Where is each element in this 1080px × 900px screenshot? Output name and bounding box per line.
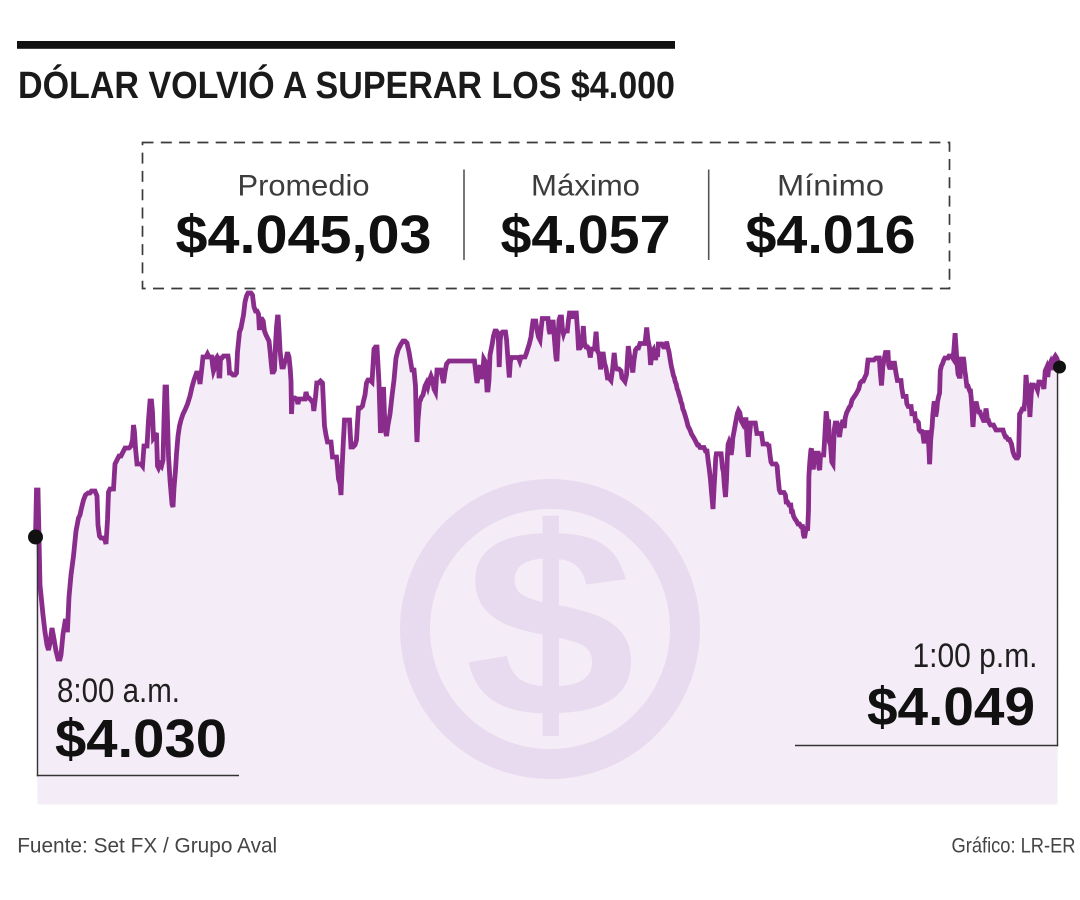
svg-text:Promedio: Promedio (238, 170, 370, 203)
svg-text:$: $ (465, 473, 636, 774)
svg-text:Máximo: Máximo (531, 170, 640, 203)
svg-text:DÓLAR VOLVIÓ A SUPERAR LOS $4.: DÓLAR VOLVIÓ A SUPERAR LOS $4.000 (18, 63, 675, 107)
svg-text:$4.049: $4.049 (867, 677, 1035, 737)
svg-text:Fuente: Set FX / Grupo Aval: Fuente: Set FX / Grupo Aval (17, 835, 277, 858)
svg-text:1:00 p.m.: 1:00 p.m. (913, 637, 1038, 675)
svg-text:$4.030: $4.030 (55, 709, 227, 769)
svg-text:$4.057: $4.057 (501, 205, 671, 265)
svg-text:Gráfico: LR-ER: Gráfico: LR-ER (952, 835, 1076, 858)
svg-text:Mínimo: Mínimo (777, 170, 884, 203)
svg-text:8:00 a.m.: 8:00 a.m. (57, 672, 180, 710)
svg-text:$4.045,03: $4.045,03 (176, 205, 432, 265)
svg-text:$4.016: $4.016 (746, 205, 916, 265)
